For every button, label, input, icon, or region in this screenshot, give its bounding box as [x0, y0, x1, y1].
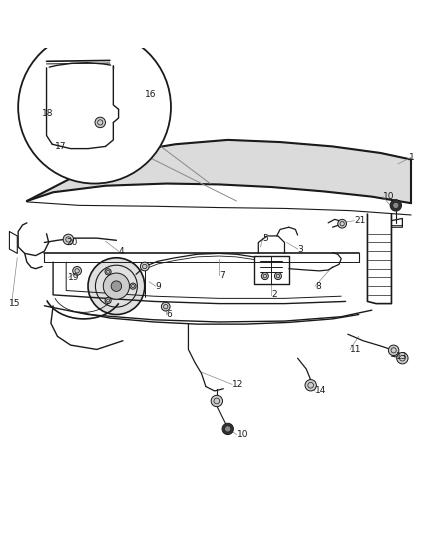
- Text: 15: 15: [10, 299, 21, 308]
- Circle shape: [161, 302, 170, 311]
- Text: 2: 2: [272, 290, 277, 300]
- Polygon shape: [27, 140, 411, 203]
- Circle shape: [18, 31, 171, 183]
- Circle shape: [222, 423, 233, 434]
- Circle shape: [105, 269, 111, 275]
- Text: 13: 13: [396, 351, 407, 360]
- Circle shape: [105, 297, 111, 304]
- Text: 10: 10: [383, 192, 394, 201]
- Text: 21: 21: [354, 216, 366, 225]
- Text: 18: 18: [42, 109, 54, 118]
- Circle shape: [225, 426, 231, 432]
- Circle shape: [261, 272, 268, 280]
- Circle shape: [111, 281, 122, 292]
- Circle shape: [390, 200, 402, 211]
- Circle shape: [63, 234, 74, 245]
- Circle shape: [211, 395, 223, 407]
- Text: 14: 14: [315, 386, 326, 395]
- Text: 3: 3: [297, 245, 304, 254]
- Circle shape: [88, 258, 145, 314]
- Text: 8: 8: [315, 281, 321, 290]
- Text: 10: 10: [237, 430, 248, 439]
- Circle shape: [389, 345, 399, 356]
- Circle shape: [103, 273, 130, 299]
- Text: 17: 17: [55, 142, 67, 151]
- Circle shape: [338, 220, 346, 228]
- Text: 20: 20: [66, 238, 78, 247]
- Text: 5: 5: [263, 233, 268, 243]
- Text: 19: 19: [68, 273, 80, 282]
- Text: 4: 4: [119, 247, 124, 256]
- Text: 12: 12: [232, 380, 244, 389]
- Circle shape: [393, 202, 399, 208]
- Circle shape: [73, 266, 81, 275]
- Circle shape: [275, 272, 282, 280]
- Circle shape: [141, 262, 149, 271]
- Text: 9: 9: [155, 281, 162, 290]
- Text: 1: 1: [409, 153, 415, 162]
- Text: 11: 11: [350, 345, 361, 354]
- Text: 16: 16: [145, 90, 156, 99]
- Circle shape: [130, 283, 136, 289]
- Circle shape: [305, 379, 316, 391]
- Text: 6: 6: [166, 310, 173, 319]
- Text: 7: 7: [219, 271, 225, 280]
- Circle shape: [95, 117, 106, 128]
- Circle shape: [397, 352, 408, 364]
